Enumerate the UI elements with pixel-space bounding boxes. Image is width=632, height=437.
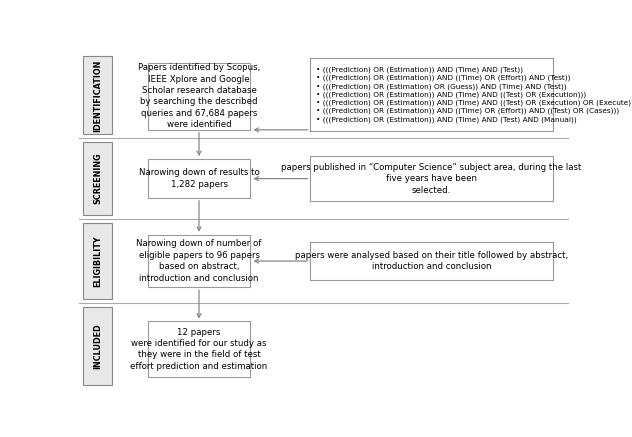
Bar [310, 58, 553, 131]
Text: Papers identified by Scopus,
IEEE Xplore and Google
Scholar research database
by: Papers identified by Scopus, IEEE Xplore… [138, 63, 260, 129]
Text: papers published in “Computer Science” subject area, during the last
five years : papers published in “Computer Science” s… [281, 163, 582, 194]
Text: Narowing down of results to
1,282 papers: Narowing down of results to 1,282 papers [138, 168, 259, 189]
Bar [310, 156, 553, 201]
Text: • (((Prediction) OR (Estimation)) AND (Time) AND (Test))
• (((Prediction) OR (Es: • (((Prediction) OR (Estimation)) AND (T… [316, 66, 632, 122]
Bar [310, 242, 553, 281]
Text: INCLUDED: INCLUDED [93, 323, 102, 369]
Bar [83, 223, 112, 299]
Text: papers were analysed based on their title followed by abstract,
introduction and: papers were analysed based on their titl… [295, 251, 568, 271]
Bar [148, 62, 250, 130]
Text: 12 papers
were identified for our study as
they were in the field of test
effort: 12 papers were identified for our study … [130, 328, 267, 371]
Text: SCREENING: SCREENING [93, 153, 102, 205]
Text: Narowing down of number of
eligible papers to 96 papers
based on abstract,
intro: Narowing down of number of eligible pape… [137, 239, 262, 283]
Bar [83, 142, 112, 215]
Bar [148, 159, 250, 198]
Text: IDENTIFICATION: IDENTIFICATION [93, 59, 102, 132]
Text: ELIGIBILITY: ELIGIBILITY [93, 235, 102, 287]
Bar [148, 322, 250, 377]
Bar [83, 56, 112, 134]
Bar [83, 307, 112, 385]
Bar [148, 235, 250, 287]
